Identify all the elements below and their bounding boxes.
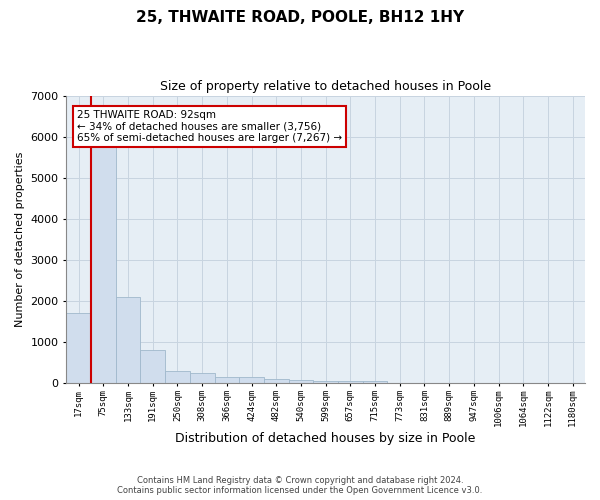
Bar: [289, 380, 313, 384]
Bar: [313, 381, 338, 384]
Bar: [239, 378, 264, 384]
Bar: [338, 381, 363, 384]
Bar: [165, 370, 190, 384]
Text: Contains HM Land Registry data © Crown copyright and database right 2024.
Contai: Contains HM Land Registry data © Crown c…: [118, 476, 482, 495]
Bar: [190, 372, 215, 384]
Bar: [67, 314, 91, 384]
Bar: [91, 128, 116, 384]
Title: Size of property relative to detached houses in Poole: Size of property relative to detached ho…: [160, 80, 491, 93]
Bar: [140, 350, 165, 384]
Y-axis label: Number of detached properties: Number of detached properties: [15, 152, 25, 327]
Text: 25, THWAITE ROAD, POOLE, BH12 1HY: 25, THWAITE ROAD, POOLE, BH12 1HY: [136, 10, 464, 25]
Text: 25 THWAITE ROAD: 92sqm
← 34% of detached houses are smaller (3,756)
65% of semi-: 25 THWAITE ROAD: 92sqm ← 34% of detached…: [77, 110, 342, 143]
Bar: [264, 378, 289, 384]
Bar: [116, 297, 140, 384]
X-axis label: Distribution of detached houses by size in Poole: Distribution of detached houses by size …: [175, 432, 476, 445]
Bar: [215, 376, 239, 384]
Bar: [363, 382, 388, 384]
